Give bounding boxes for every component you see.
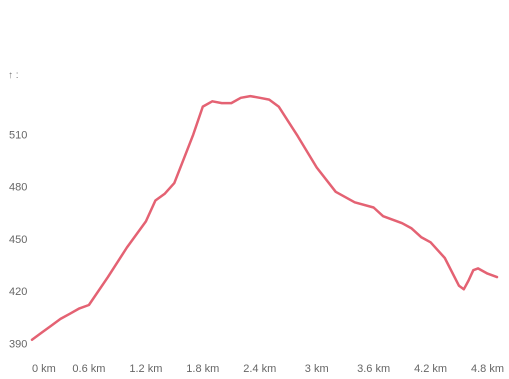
y-axis-ticks: 390 420 450 480 510: [9, 129, 27, 350]
y-tick-label: 390: [9, 338, 27, 350]
y-tick-label: 450: [9, 234, 27, 246]
x-tick-label: 1.2 km: [129, 363, 162, 375]
elevation-line: [30, 94, 499, 342]
x-tick-label: 3.6 km: [357, 363, 390, 375]
y-axis-top-label: ↑ :: [8, 70, 19, 81]
x-tick-label: 0.6 km: [72, 363, 105, 375]
x-tick-label: 4.8 km: [471, 363, 504, 375]
x-tick-label: 4.2 km: [414, 363, 447, 375]
y-tick-label: 480: [9, 182, 27, 194]
x-tick-label: 1.8 km: [186, 363, 219, 375]
y-tick-label: 420: [9, 286, 27, 298]
x-tick-label: 3 km: [305, 363, 329, 375]
x-tick-label: 0 km: [32, 363, 56, 375]
x-axis-ticks: 0 km 0.6 km 1.2 km 1.8 km 2.4 km 3 km 3.6 km 4.…: [32, 363, 504, 375]
x-tick-label: 2.4 km: [243, 363, 276, 375]
y-tick-label: 510: [9, 129, 27, 141]
